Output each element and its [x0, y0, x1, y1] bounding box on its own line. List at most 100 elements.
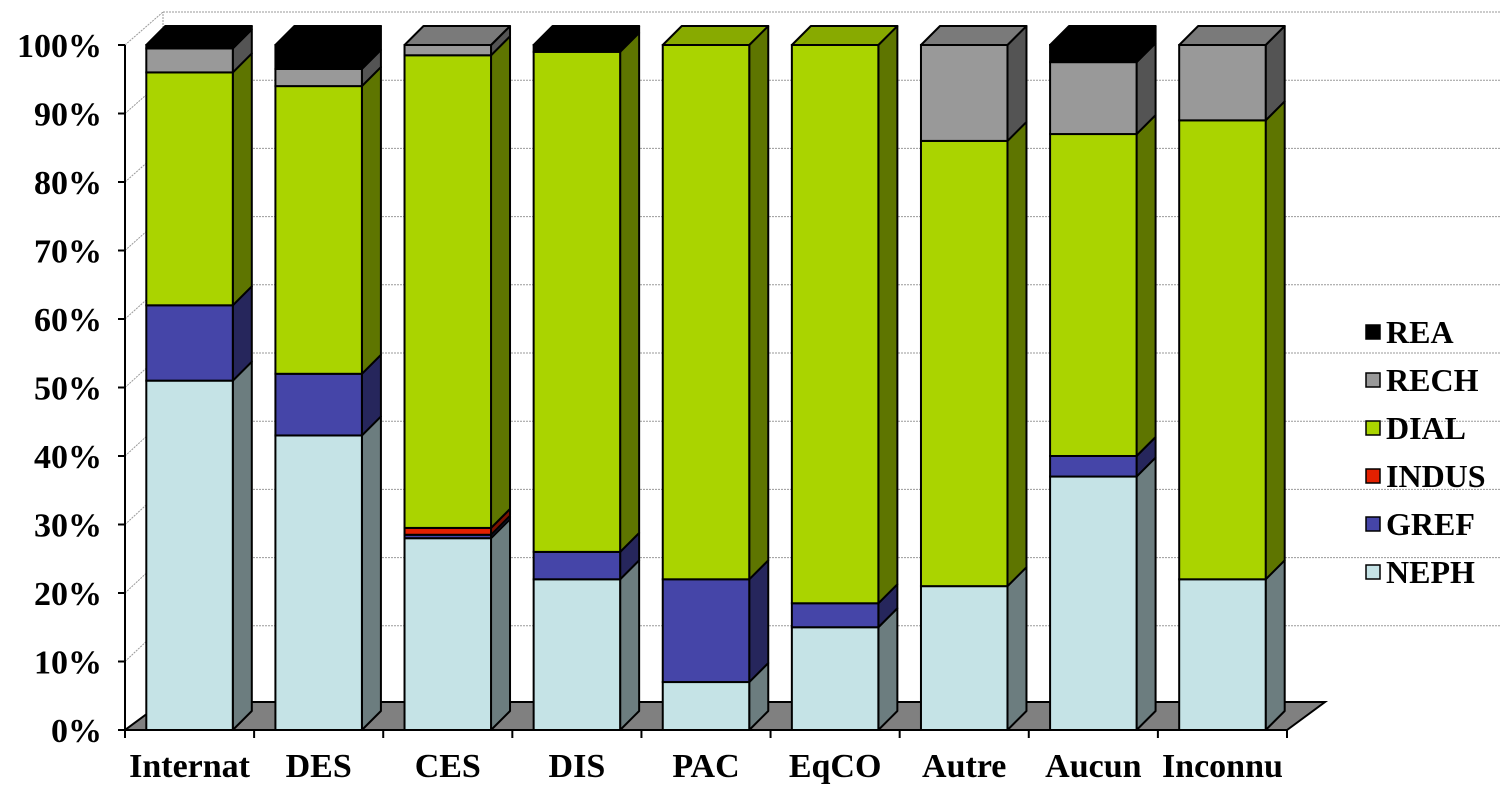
bar-segment-neph [403, 518, 512, 732]
bar-top [274, 25, 382, 46]
bar-side [231, 52, 253, 307]
y-tick-label: 100% [17, 28, 102, 65]
bar-front [532, 44, 622, 53]
y-tick-label: 90% [34, 97, 102, 134]
y-tick-label: 30% [34, 508, 102, 545]
bar-front [1049, 133, 1138, 458]
legend-item-neph: NEPH [1365, 554, 1475, 590]
y-tick-label: 10% [34, 645, 102, 682]
bar-side [490, 35, 512, 529]
bar-side [1135, 114, 1157, 457]
bar-side [1135, 456, 1157, 731]
bar-top [403, 25, 512, 46]
x-tick-label: Inconnu [1162, 748, 1283, 785]
bar-front [919, 44, 1009, 142]
bar-front [532, 50, 622, 553]
bar-segment-rea [532, 25, 641, 53]
bar-segment-dial [919, 120, 1028, 588]
bar-segment-neph [1178, 559, 1286, 731]
bar-segment-rech [1178, 25, 1286, 122]
bar-segment-rea [1049, 25, 1157, 64]
bar-front [661, 681, 751, 731]
bar-segment-dial [790, 25, 899, 605]
bar-side [1006, 566, 1028, 731]
x-tick-label: CES [415, 748, 481, 785]
bar-top [1049, 25, 1157, 46]
x-tick-label: DES [286, 748, 352, 785]
bar-front [532, 578, 622, 731]
legend-swatch [1365, 468, 1381, 484]
bar-side [877, 25, 899, 605]
bar-side [748, 25, 770, 581]
bar-segment-rea [145, 25, 253, 50]
bar-side [1264, 559, 1286, 731]
bar-front [145, 71, 234, 307]
legend-item-rech: RECH [1365, 362, 1479, 398]
bar-segment-gref [145, 285, 253, 382]
bar-segment-neph [274, 415, 382, 731]
bar-front [1049, 455, 1138, 478]
bar-front [403, 44, 493, 57]
bar-top [1178, 25, 1286, 46]
bar-front [274, 372, 363, 437]
bar-front [1049, 475, 1138, 731]
bar-front [145, 379, 234, 731]
bar-segment-dial [145, 52, 253, 307]
legend-swatch [1365, 324, 1381, 340]
bar-side [360, 66, 382, 375]
bar-front [661, 578, 751, 684]
bar-top [661, 25, 770, 46]
bar-front [1178, 44, 1267, 122]
bar-segment-gref [274, 353, 382, 437]
bar-front [274, 67, 363, 88]
bar-segment-neph [145, 360, 253, 731]
legend-item-rea: REA [1365, 314, 1454, 350]
y-tick-label: 80% [34, 165, 102, 202]
bar-top [145, 25, 253, 46]
x-tick-label: PAC [672, 748, 739, 785]
bar-segment-gref [532, 531, 641, 581]
bar-front [145, 47, 234, 74]
bar-side [619, 31, 641, 553]
bar-side [1264, 100, 1286, 581]
bar-front [403, 54, 493, 529]
bar-front [403, 526, 493, 536]
legend-label: REA [1386, 314, 1454, 350]
bar-front [274, 85, 363, 375]
legend-item-indus: INDUS [1365, 458, 1486, 494]
legend-swatch [1365, 564, 1381, 580]
bar-front [790, 602, 880, 629]
bar-segment-dial [532, 31, 641, 553]
bar-front [1178, 119, 1267, 581]
bar-segment-rech [1049, 42, 1157, 136]
legend-label: INDUS [1386, 458, 1486, 494]
bar-front [1049, 61, 1138, 136]
bar-top [790, 25, 899, 46]
legend-label: RECH [1386, 362, 1479, 398]
legend-swatch [1365, 420, 1381, 436]
y-tick-label: 50% [34, 371, 102, 408]
bar-front [1178, 578, 1267, 731]
legend-item-gref: GREF [1365, 506, 1475, 542]
bar-segment-rea [274, 25, 382, 70]
x-tick-label: DIS [549, 748, 606, 785]
bar-side [748, 559, 770, 684]
x-tick-label: EqCO [789, 748, 882, 785]
y-tick-label: 60% [34, 302, 102, 339]
bar-segment-rech [403, 25, 512, 57]
bar-side [360, 415, 382, 731]
legend-swatch [1365, 516, 1381, 532]
bar-front [790, 44, 880, 605]
bar-top [532, 25, 641, 46]
bar-side [877, 607, 899, 731]
bar-front [403, 537, 493, 732]
bar-segment-neph [1049, 456, 1157, 731]
x-tick-label: Autre [922, 748, 1006, 785]
bar-front [661, 44, 751, 581]
bar-front [919, 139, 1009, 588]
bar-front [1049, 44, 1138, 64]
legend-label: DIAL [1386, 410, 1466, 446]
y-tick-label: 40% [34, 439, 102, 476]
